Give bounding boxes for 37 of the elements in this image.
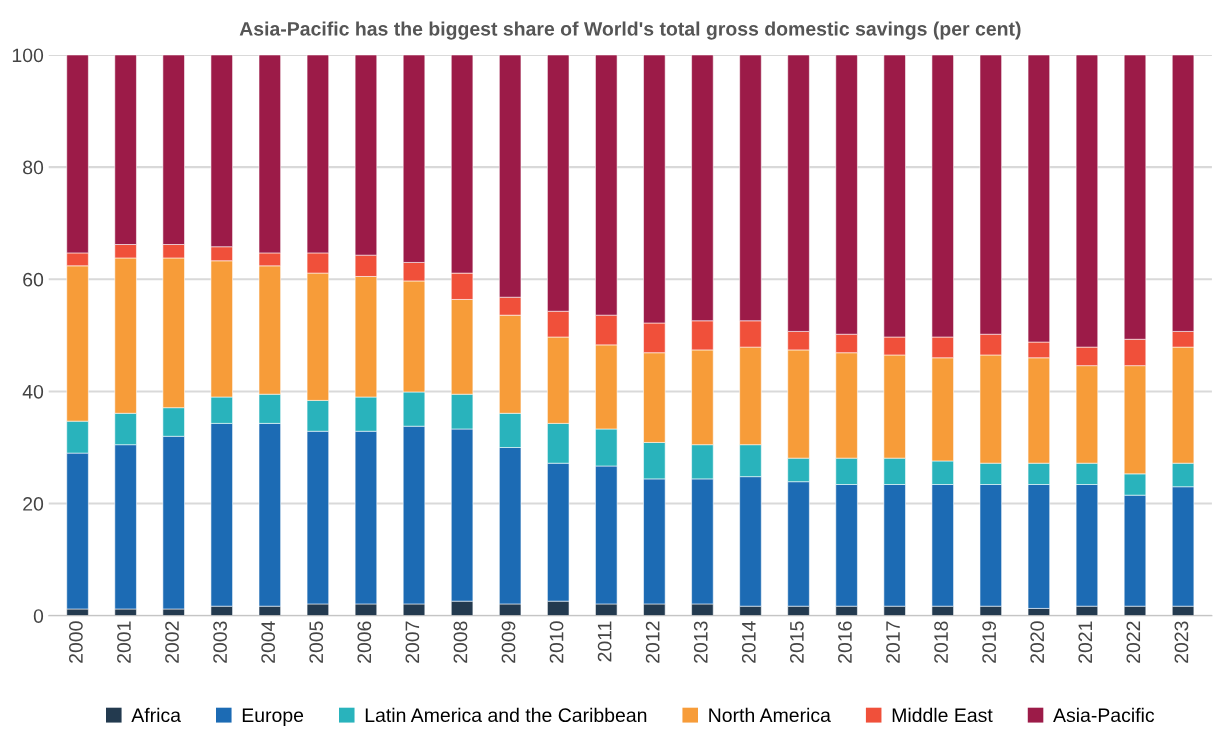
- x-tick-label: 2006: [357, 621, 372, 663]
- y-tick-label: 0: [33, 609, 44, 623]
- x-tick-label: 2011: [597, 621, 612, 662]
- x-tick-label: 2000: [69, 621, 83, 663]
- legend-label: Latin America and the Caribbean: [365, 707, 647, 723]
- x-tick-label: 2002: [165, 621, 179, 663]
- x-tick-label: 2017: [886, 621, 900, 663]
- x-tick-label: 2021: [1078, 621, 1093, 663]
- x-tick-label: 2010: [549, 621, 564, 663]
- y-tick-label: 20: [23, 497, 44, 511]
- x-tick-label: 2004: [261, 621, 276, 663]
- x-tick-label: 2003: [213, 621, 227, 663]
- chart-title: Asia-Pacific has the biggest share of World's total gross domestic savings (per cent): [239, 21, 1021, 40]
- x-tick-label: 2008: [453, 621, 468, 663]
- x-tick-label: 2012: [645, 621, 660, 663]
- x-tick-label: 2014: [741, 621, 756, 663]
- legend-label: Africa: [131, 707, 181, 723]
- x-tick-label: 2016: [838, 621, 852, 663]
- x-tick-label: 2005: [309, 621, 324, 663]
- x-tick-label: 2009: [501, 621, 516, 663]
- x-tick-label: 2007: [405, 621, 420, 663]
- x-tick-label: 2018: [934, 621, 948, 663]
- x-tick-label: 2020: [1030, 621, 1045, 663]
- x-tick-label: 2023: [1174, 621, 1189, 663]
- y-tick-label: 40: [22, 384, 44, 399]
- y-tick-label: 60: [23, 272, 44, 287]
- x-tick-label: 2013: [693, 621, 708, 663]
- y-tick-label: 100: [12, 48, 44, 63]
- legend-label: Middle East: [892, 707, 993, 723]
- y-tick-label: 80: [23, 160, 44, 175]
- x-tick-label: 2019: [982, 621, 997, 663]
- x-tick-label: 2001: [117, 621, 131, 663]
- legend-label: North America: [709, 707, 831, 723]
- x-tick-label: 2015: [790, 621, 804, 663]
- x-tick-label: 2022: [1126, 621, 1141, 663]
- legend-label: Asia-Pacific: [1053, 707, 1155, 723]
- legend-label: Europe: [242, 708, 304, 726]
